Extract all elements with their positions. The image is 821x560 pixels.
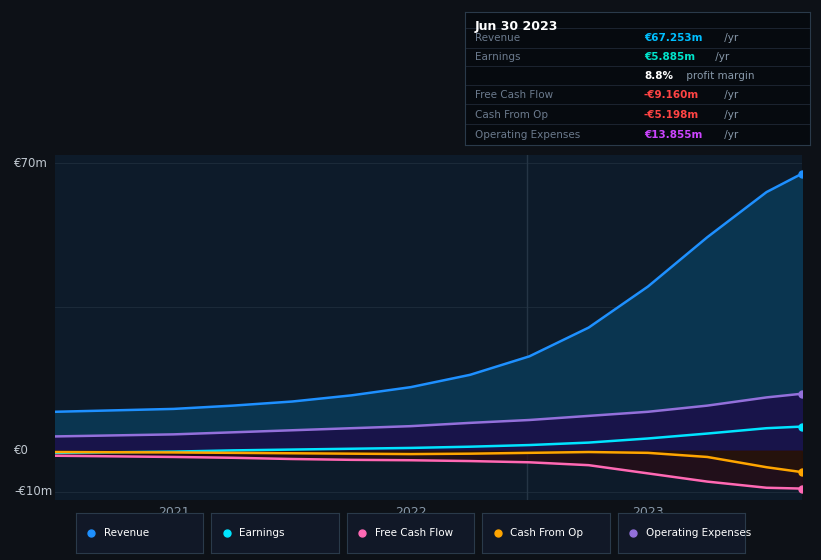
Text: Free Cash Flow: Free Cash Flow xyxy=(375,528,453,538)
Text: €0: €0 xyxy=(14,444,29,458)
Text: /yr: /yr xyxy=(721,34,738,44)
Text: Operating Expenses: Operating Expenses xyxy=(475,130,580,140)
Text: Revenue: Revenue xyxy=(104,528,149,538)
Text: -€9.160m: -€9.160m xyxy=(644,90,699,100)
Text: Revenue: Revenue xyxy=(475,34,521,44)
Text: Cash From Op: Cash From Op xyxy=(475,110,548,120)
Text: /yr: /yr xyxy=(721,110,738,120)
Text: €5.885m: €5.885m xyxy=(644,52,695,62)
Text: Cash From Op: Cash From Op xyxy=(511,528,584,538)
Text: -€10m: -€10m xyxy=(14,486,53,498)
Text: Operating Expenses: Operating Expenses xyxy=(646,528,751,538)
Text: 8.8%: 8.8% xyxy=(644,71,673,81)
Text: -€5.198m: -€5.198m xyxy=(644,110,699,120)
Text: Earnings: Earnings xyxy=(240,528,285,538)
Text: €67.253m: €67.253m xyxy=(644,34,703,44)
Text: /yr: /yr xyxy=(721,130,738,140)
Text: /yr: /yr xyxy=(712,52,729,62)
Text: Earnings: Earnings xyxy=(475,52,521,62)
Text: Jun 30 2023: Jun 30 2023 xyxy=(475,20,558,32)
Text: Free Cash Flow: Free Cash Flow xyxy=(475,90,553,100)
Text: profit margin: profit margin xyxy=(682,71,754,81)
Text: €70m: €70m xyxy=(14,157,48,170)
Text: /yr: /yr xyxy=(721,90,738,100)
Text: €13.855m: €13.855m xyxy=(644,130,703,140)
